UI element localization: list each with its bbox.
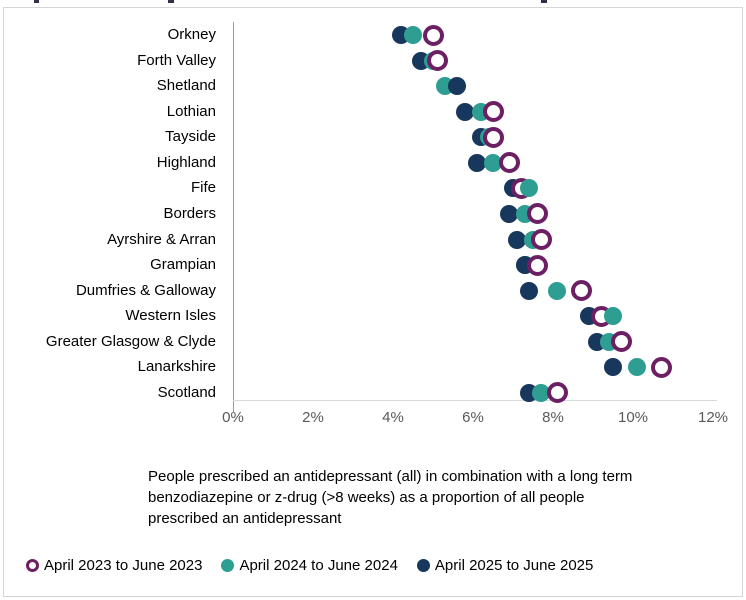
clipped-title-fragment [541, 0, 547, 3]
legend-item-2024: April 2024 to June 2024 [221, 557, 398, 574]
x-tick-label: 4% [382, 409, 404, 426]
category-label: Shetland [156, 77, 216, 95]
filled-circle-marker [404, 26, 422, 44]
chart-caption: People prescribed an antidepressant (all… [148, 468, 633, 527]
filled-circle-marker [484, 153, 502, 172]
legend-label-2023: April 2023 to June 2023 [44, 557, 203, 574]
category-label: Western Isles [125, 307, 216, 325]
open-circle-marker [650, 356, 672, 378]
filled-circle-marker [468, 153, 486, 172]
legend-item-2025: April 2025 to June 2025 [416, 557, 594, 574]
filled-circle-marker [448, 77, 466, 96]
category-label: Lanarkshire [137, 358, 216, 376]
category-label: Highland [156, 153, 216, 171]
category-label: Fife [190, 179, 216, 197]
filled-circle-marker [604, 358, 622, 377]
open-circle-marker-icon [26, 559, 39, 572]
filled-circle-marker [532, 383, 550, 402]
x-tick-label: 10% [617, 409, 649, 426]
category-label: Greater Glasgow & Clyde [45, 332, 216, 350]
category-label: Ayrshire & Arran [107, 230, 216, 248]
open-circle-marker [526, 203, 548, 225]
open-circle-marker [546, 382, 568, 404]
filled-circle-marker [520, 281, 538, 300]
open-circle-marker [526, 254, 548, 276]
filled-circle-marker [520, 179, 538, 198]
x-tick-label: 0% [222, 409, 244, 426]
open-circle-marker [482, 126, 504, 148]
chart-legend: April 2023 to June 2023 April 2024 to Ju… [26, 557, 593, 574]
category-label: Scotland [157, 383, 216, 401]
open-circle-marker [530, 229, 552, 251]
open-circle-marker [482, 101, 504, 123]
filled-circle-marker-icon [416, 559, 430, 572]
category-label: Borders [163, 204, 216, 222]
category-label: Grampian [150, 256, 216, 274]
open-circle-marker [570, 280, 592, 302]
filled-circle-marker [508, 230, 526, 249]
legend-label-2025: April 2025 to June 2025 [434, 557, 594, 574]
x-axis-line [233, 400, 717, 401]
category-label: Forth Valley [137, 51, 216, 69]
filled-circle-marker [548, 281, 566, 300]
filled-circle-marker-icon [221, 559, 235, 572]
filled-circle-marker [500, 204, 518, 223]
open-circle-marker [422, 24, 444, 46]
x-tick-label: 12% [697, 409, 729, 426]
y-axis-line [233, 22, 234, 412]
category-label: Tayside [165, 128, 216, 146]
filled-circle-marker [604, 307, 622, 326]
open-circle-marker [426, 50, 448, 72]
filled-circle-marker [456, 102, 474, 121]
legend-label-2024: April 2024 to June 2024 [239, 557, 398, 574]
x-tick-label: 8% [542, 409, 564, 426]
category-label: Dumfries & Galloway [75, 281, 216, 299]
clipped-title-fragment [168, 0, 174, 3]
x-tick-label: 6% [462, 409, 484, 426]
open-circle-marker [610, 331, 632, 353]
open-circle-marker [498, 152, 520, 174]
clipped-title-fragment [34, 0, 39, 3]
filled-circle-marker [628, 358, 646, 377]
x-tick-label: 2% [302, 409, 324, 426]
category-label: Orkney [167, 26, 216, 43]
category-label: Lothian [166, 102, 216, 120]
chart-border-box [3, 7, 743, 597]
legend-item-2023: April 2023 to June 2023 [26, 557, 202, 574]
